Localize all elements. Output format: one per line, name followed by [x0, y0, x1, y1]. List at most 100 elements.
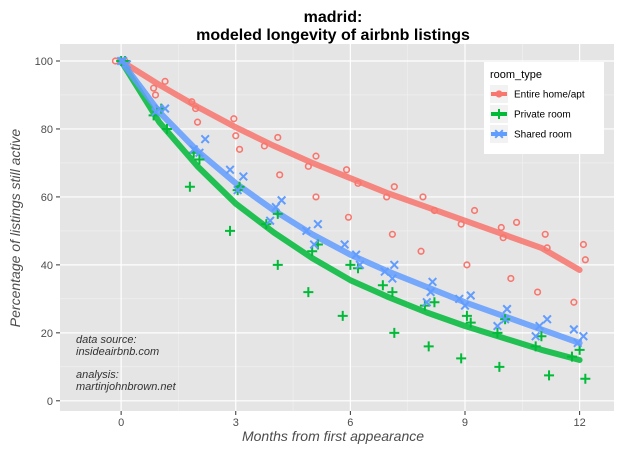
y-tick-label: 40 — [41, 260, 53, 272]
x-tick-label: 12 — [573, 417, 585, 429]
data-point-private-room — [345, 259, 356, 270]
data-point-entire-home-apt — [457, 220, 465, 228]
legend-title: room_type — [490, 69, 542, 81]
data-point-shared-room — [422, 297, 432, 307]
data-point-private-room — [536, 331, 547, 342]
data-point-entire-home-apt — [419, 193, 427, 201]
data-point-private-room — [389, 327, 400, 338]
data-point-shared-room — [389, 260, 399, 270]
data-point-private-room — [429, 297, 440, 308]
data-point-entire-home-apt — [463, 261, 471, 269]
chart-title-line-2: modeled longevity of airbnb listings — [196, 27, 470, 44]
data-point-entire-home-apt — [161, 77, 169, 85]
data-point-entire-home-apt — [312, 193, 320, 201]
data-point-entire-home-apt — [383, 193, 391, 201]
data-point-entire-home-apt — [193, 118, 202, 126]
data-point-entire-home-apt — [541, 230, 549, 238]
data-point-shared-room — [492, 321, 502, 331]
data-point-entire-home-apt — [388, 230, 397, 238]
data-point-entire-home-apt — [276, 171, 284, 179]
data-point-entire-home-apt — [512, 218, 521, 227]
data-point-shared-room — [277, 195, 287, 205]
data-point-shared-room — [460, 301, 470, 311]
y-tick-label: 100 — [35, 56, 53, 68]
data-point-entire-home-apt — [533, 288, 542, 296]
data-point-shared-room — [160, 104, 170, 114]
data-point-shared-room — [233, 185, 243, 195]
legend-key-marker — [495, 90, 503, 98]
data-point-entire-home-apt — [232, 132, 240, 140]
y-axis-title: Percentage of listings still active — [7, 129, 23, 328]
data-point-entire-home-apt — [497, 223, 505, 232]
x-tick-label: 0 — [118, 417, 124, 429]
data-point-shared-room — [301, 226, 311, 236]
analysis-label: analysis: — [76, 369, 119, 381]
data-point-private-room — [580, 373, 591, 384]
y-tick-label: 60 — [41, 192, 53, 204]
data-point-private-room — [272, 259, 283, 270]
data-point-entire-home-apt — [235, 145, 244, 153]
data-point-entire-home-apt — [188, 98, 196, 106]
data-point-entire-home-apt — [192, 104, 200, 113]
data-point-private-room — [225, 225, 236, 236]
data-point-shared-room — [265, 216, 275, 226]
data-point-private-room — [461, 310, 472, 321]
y-tick-label: 0 — [47, 396, 53, 408]
data-point-shared-room — [238, 172, 248, 182]
data-point-entire-home-apt — [499, 234, 507, 242]
data-point-shared-room — [340, 239, 350, 249]
data-point-shared-room — [351, 250, 361, 260]
data-point-shared-room — [189, 144, 199, 154]
data-point-entire-home-apt — [470, 206, 479, 215]
data-point-private-room — [492, 327, 503, 338]
data-point-shared-room — [569, 324, 579, 334]
data-point-shared-room — [578, 331, 588, 341]
data-point-private-room — [566, 351, 577, 362]
data-point-entire-home-apt — [304, 162, 312, 170]
data-point-private-room — [419, 300, 430, 311]
data-point-private-room — [161, 123, 172, 134]
data-point-entire-home-apt — [417, 247, 425, 255]
data-point-private-room — [377, 280, 388, 291]
data-point-private-room — [194, 154, 205, 165]
x-tick-label: 9 — [462, 417, 468, 429]
source-note: data source: insideairbnb.com analysis: … — [76, 334, 177, 393]
data-point-entire-home-apt — [581, 256, 589, 264]
data-point-entire-home-apt — [150, 84, 158, 92]
fit-line-private-room — [118, 58, 583, 363]
data-point-private-room — [456, 353, 467, 364]
legend-key-marker — [494, 109, 504, 119]
data-point-private-room — [148, 110, 159, 121]
data-points — [111, 55, 591, 384]
data-point-entire-home-apt — [344, 213, 353, 221]
data-point-shared-room — [122, 59, 132, 69]
data-point-private-room — [574, 344, 585, 355]
data-point-shared-room — [200, 134, 210, 144]
data-point-private-room — [184, 181, 195, 192]
data-point-private-room — [494, 361, 505, 372]
data-point-shared-room — [466, 290, 476, 300]
legend-label-shared-room: Shared room — [514, 130, 572, 141]
data-point-shared-room — [309, 239, 319, 249]
data-point-shared-room — [116, 56, 126, 66]
chart-title-line-1: madrid: — [304, 9, 363, 26]
data-point-shared-room — [428, 277, 438, 287]
x-axis-title: Months from first appearance — [242, 428, 424, 444]
data-point-entire-home-apt — [354, 179, 362, 187]
data-point-shared-room — [542, 314, 552, 324]
data-point-private-room — [544, 370, 555, 381]
data-point-entire-home-apt — [543, 244, 551, 252]
axis-ticks: 0 3 6 9 12 0 20 40 60 80 100 — [35, 56, 586, 429]
data-point-entire-home-apt — [151, 91, 160, 99]
legend-keys: Entire home/apt Private room Shared room — [490, 85, 585, 143]
data-point-private-room — [465, 317, 476, 328]
data-point-private-room — [307, 246, 318, 257]
data-point-entire-home-apt — [570, 298, 578, 306]
data-point-private-room — [337, 310, 348, 321]
x-tick-label: 6 — [347, 417, 353, 429]
data-point-entire-home-apt — [507, 274, 515, 283]
data-point-shared-room — [355, 260, 365, 270]
legend: room_type Entire home/apt Private room Sha… — [484, 62, 604, 154]
data-point-entire-home-apt — [342, 166, 351, 174]
